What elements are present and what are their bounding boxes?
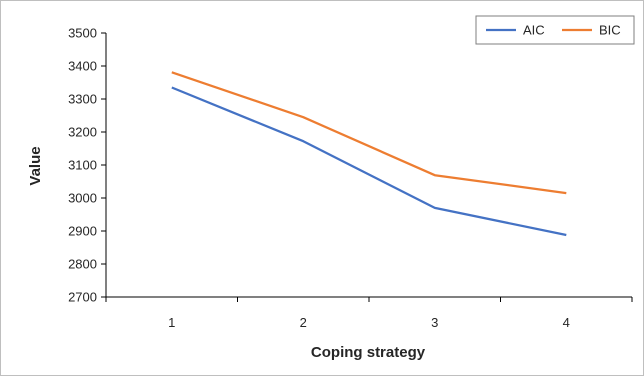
x-axis-title: Coping strategy [311,344,426,361]
series-line-aic [171,86,567,237]
x-tick-label: 1 [168,315,175,330]
y-tick-label: 3300 [68,92,97,107]
y-axis-title: Value [27,146,44,185]
y-tick-label: 3500 [68,26,97,41]
x-tick-label: 2 [300,315,307,330]
y-tick-label: 2700 [68,290,97,305]
y-tick-label: 3400 [68,59,97,74]
y-tick-label: 3100 [68,158,97,173]
y-axis-ticks: 2700 2800 2900 3000 3100 3200 3300 3400 3500 [68,26,106,305]
y-tick-label: 2900 [68,224,97,239]
series-line-bic [171,71,567,195]
y-tick-label: 3000 [68,191,97,206]
legend-label-aic: AIC [523,23,545,38]
x-tick-label: 3 [431,315,438,330]
chart-axes [105,33,632,298]
legend-label-bic: BIC [599,23,621,38]
chart-series [171,71,567,237]
y-tick-label: 3200 [68,125,97,140]
x-axis-ticks: 1 2 3 4 [105,297,633,330]
x-tick-label: 4 [563,315,570,330]
y-tick-label: 2800 [68,257,97,272]
legend: AIC BIC [475,15,635,45]
